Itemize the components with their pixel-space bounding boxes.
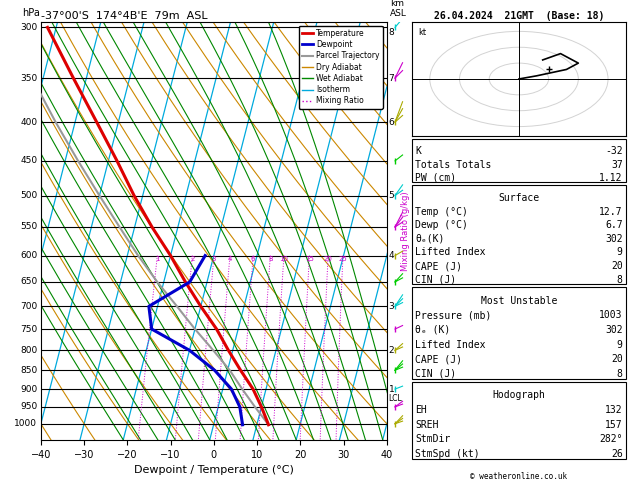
Text: 800: 800: [20, 346, 38, 355]
Text: 450: 450: [20, 156, 38, 165]
Text: -37°00'S  174°4B'E  79m  ASL: -37°00'S 174°4B'E 79m ASL: [41, 11, 208, 21]
Text: 1003: 1003: [599, 310, 623, 320]
Text: 600: 600: [20, 251, 38, 260]
Text: 20: 20: [324, 256, 333, 261]
Text: CIN (J): CIN (J): [415, 275, 456, 285]
Text: 302: 302: [605, 325, 623, 335]
Text: EH: EH: [415, 405, 427, 415]
Text: 650: 650: [20, 278, 38, 286]
Text: 8: 8: [617, 275, 623, 285]
Text: 2: 2: [190, 256, 194, 261]
Text: 6: 6: [251, 256, 255, 261]
Text: Hodograph: Hodograph: [493, 390, 545, 400]
Text: 500: 500: [20, 191, 38, 200]
Text: 282°: 282°: [599, 434, 623, 444]
Text: 8: 8: [268, 256, 272, 261]
Text: 20: 20: [611, 261, 623, 271]
Text: PW (cm): PW (cm): [415, 173, 456, 183]
Text: Most Unstable: Most Unstable: [481, 295, 557, 306]
Text: 1: 1: [389, 384, 394, 394]
Text: 10: 10: [279, 256, 289, 261]
Text: © weatheronline.co.uk: © weatheronline.co.uk: [470, 472, 567, 481]
Text: 25: 25: [338, 256, 347, 261]
Text: 950: 950: [20, 402, 38, 411]
Text: K: K: [415, 146, 421, 156]
Text: 1000: 1000: [14, 419, 38, 428]
Text: 26: 26: [611, 449, 623, 459]
Text: 6: 6: [389, 118, 394, 127]
Text: θₑ(K): θₑ(K): [415, 234, 445, 244]
Text: 2: 2: [389, 346, 394, 355]
Text: 132: 132: [605, 405, 623, 415]
Text: 350: 350: [20, 74, 38, 83]
Text: CIN (J): CIN (J): [415, 369, 456, 379]
X-axis label: Dewpoint / Temperature (°C): Dewpoint / Temperature (°C): [134, 465, 294, 475]
Text: 9: 9: [617, 247, 623, 258]
Text: 7: 7: [389, 74, 394, 83]
Text: 1.12: 1.12: [599, 173, 623, 183]
Text: 15: 15: [305, 256, 314, 261]
Text: 8: 8: [389, 28, 394, 37]
Text: 12.7: 12.7: [599, 207, 623, 217]
Text: kt: kt: [418, 28, 426, 37]
Text: 700: 700: [20, 302, 38, 311]
Text: 8: 8: [617, 369, 623, 379]
Text: 750: 750: [20, 325, 38, 333]
Text: 9: 9: [617, 340, 623, 349]
Text: Lifted Index: Lifted Index: [415, 340, 486, 349]
Text: km
ASL: km ASL: [390, 0, 407, 17]
Text: θₑ (K): θₑ (K): [415, 325, 450, 335]
Text: Lifted Index: Lifted Index: [415, 247, 486, 258]
Text: 400: 400: [20, 118, 38, 127]
Text: 4: 4: [228, 256, 232, 261]
Text: LCL: LCL: [389, 394, 403, 402]
Text: 20: 20: [611, 354, 623, 364]
Text: 850: 850: [20, 366, 38, 375]
Text: 5: 5: [389, 191, 394, 200]
Text: 3: 3: [389, 302, 394, 311]
Text: SREH: SREH: [415, 419, 438, 430]
Text: 3: 3: [212, 256, 216, 261]
Text: hPa: hPa: [22, 8, 40, 17]
Text: Totals Totals: Totals Totals: [415, 160, 491, 170]
Text: 6.7: 6.7: [605, 220, 623, 230]
Text: 1: 1: [155, 256, 160, 261]
Text: 157: 157: [605, 419, 623, 430]
Text: 302: 302: [605, 234, 623, 244]
Text: 26.04.2024  21GMT  (Base: 18): 26.04.2024 21GMT (Base: 18): [434, 11, 604, 21]
Text: 900: 900: [20, 384, 38, 394]
Text: CAPE (J): CAPE (J): [415, 354, 462, 364]
Text: Temp (°C): Temp (°C): [415, 207, 468, 217]
Text: 550: 550: [20, 223, 38, 231]
Text: CAPE (J): CAPE (J): [415, 261, 462, 271]
Text: 300: 300: [20, 23, 38, 32]
Text: -32: -32: [605, 146, 623, 156]
Text: Surface: Surface: [498, 193, 540, 203]
Text: StmDir: StmDir: [415, 434, 450, 444]
Text: Pressure (mb): Pressure (mb): [415, 310, 491, 320]
Text: 37: 37: [611, 160, 623, 170]
Text: Dewp (°C): Dewp (°C): [415, 220, 468, 230]
Text: StmSpd (kt): StmSpd (kt): [415, 449, 480, 459]
Text: Mixing Ratio (g/kg): Mixing Ratio (g/kg): [401, 191, 409, 271]
Text: 4: 4: [389, 251, 394, 260]
Legend: Temperature, Dewpoint, Parcel Trajectory, Dry Adiabat, Wet Adiabat, Isotherm, Mi: Temperature, Dewpoint, Parcel Trajectory…: [299, 26, 383, 108]
